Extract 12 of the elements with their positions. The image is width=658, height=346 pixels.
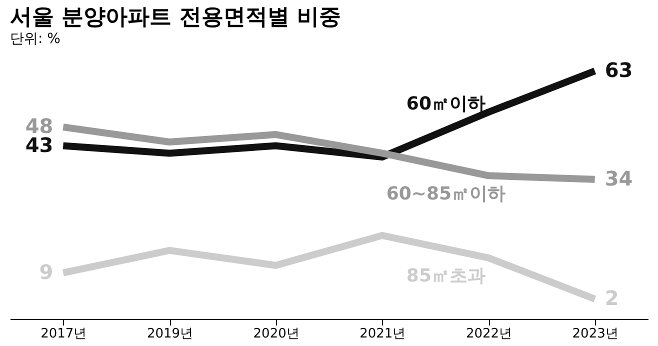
- x-tick-label: 2020년: [253, 326, 300, 342]
- x-tick-label: 2023년: [572, 326, 618, 342]
- chart-subtitle: 단위: %: [10, 31, 60, 47]
- chart-title: 서울 분양아파트 전용면적별 비중: [10, 5, 341, 30]
- x-tick-label: 2021년: [360, 326, 406, 342]
- data-label: 34: [604, 166, 633, 190]
- x-tick-label: 2022년: [466, 326, 512, 342]
- series-label: 60㎡이하: [406, 94, 486, 115]
- series-label: 60~85㎡이하: [386, 183, 506, 204]
- data-label: 63: [604, 58, 633, 82]
- x-tick-label: 2019년: [146, 326, 194, 342]
- x-tick-label: 2017년: [40, 326, 87, 342]
